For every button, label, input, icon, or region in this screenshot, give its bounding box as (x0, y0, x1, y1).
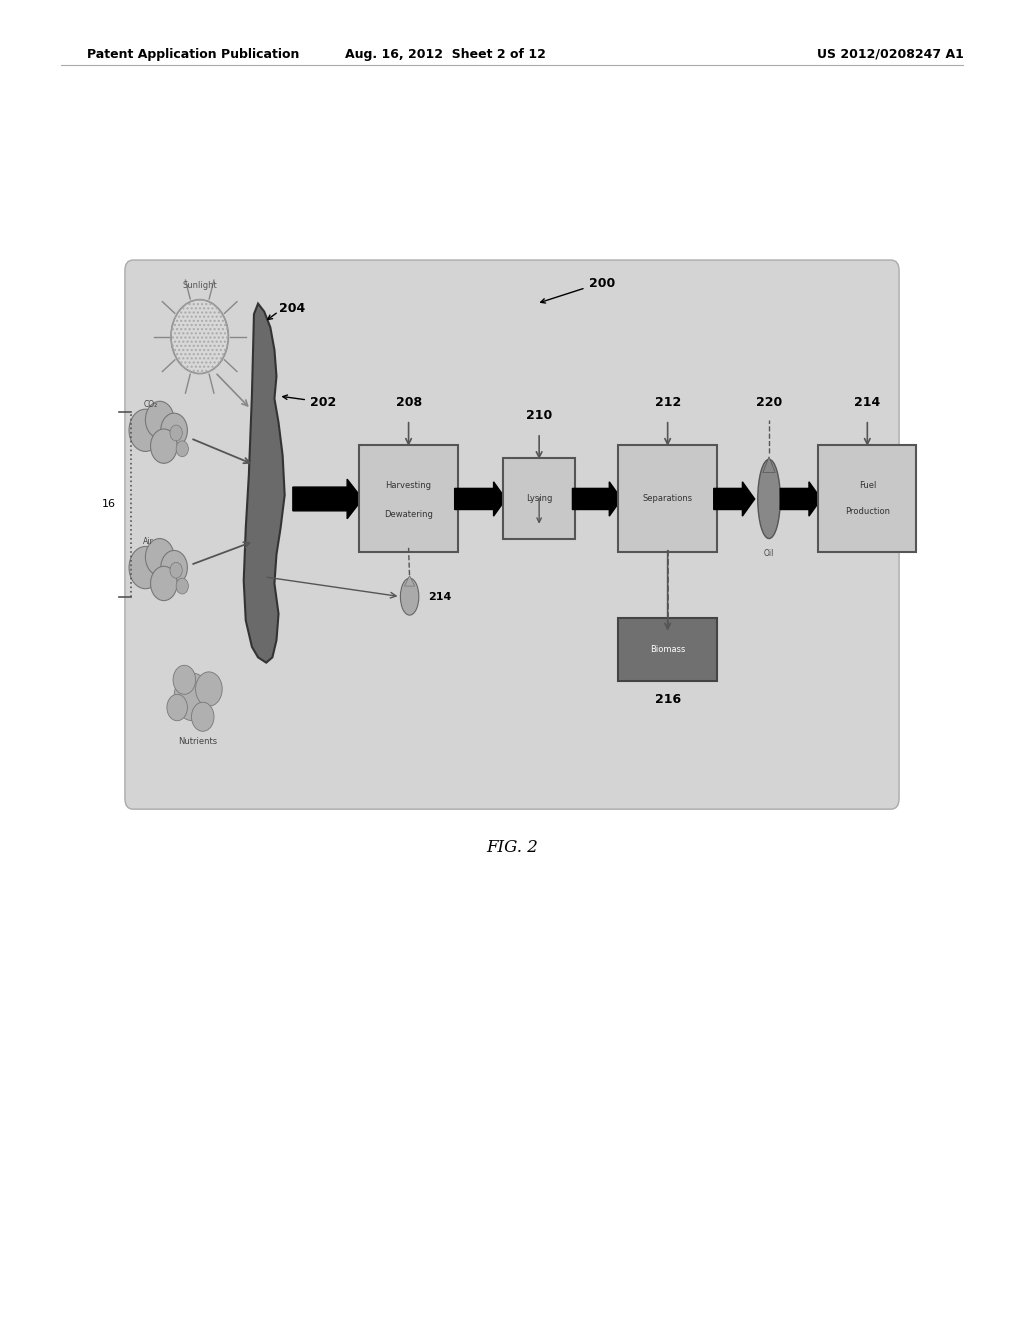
Circle shape (196, 672, 222, 706)
Circle shape (145, 401, 174, 438)
Text: 202: 202 (310, 396, 337, 409)
Circle shape (191, 702, 214, 731)
Text: FIG. 2: FIG. 2 (486, 840, 538, 855)
Text: 208: 208 (395, 396, 422, 409)
Text: 216: 216 (654, 693, 681, 706)
FancyBboxPatch shape (818, 445, 916, 552)
FancyArrow shape (780, 482, 821, 516)
FancyBboxPatch shape (618, 445, 717, 552)
Circle shape (176, 441, 188, 457)
Text: Aug. 16, 2012  Sheet 2 of 12: Aug. 16, 2012 Sheet 2 of 12 (345, 48, 546, 61)
Text: Production: Production (845, 507, 890, 516)
Text: 204: 204 (279, 302, 305, 315)
Polygon shape (763, 457, 775, 473)
FancyBboxPatch shape (618, 618, 717, 681)
Text: Air: Air (143, 537, 154, 546)
Circle shape (161, 413, 187, 447)
Circle shape (161, 550, 187, 585)
FancyArrow shape (293, 479, 362, 519)
Circle shape (171, 300, 228, 374)
Ellipse shape (758, 459, 780, 539)
Text: 212: 212 (654, 396, 681, 409)
FancyArrow shape (714, 482, 755, 516)
Text: Patent Application Publication: Patent Application Publication (87, 48, 299, 61)
Circle shape (174, 673, 211, 721)
Text: US 2012/0208247 A1: US 2012/0208247 A1 (817, 48, 965, 61)
Circle shape (129, 546, 162, 589)
FancyArrow shape (455, 482, 506, 516)
Text: Harvesting: Harvesting (386, 480, 431, 490)
Polygon shape (244, 304, 285, 663)
Text: Nutrients: Nutrients (178, 737, 217, 746)
Text: Biomass: Biomass (650, 645, 685, 653)
Text: Dewatering: Dewatering (384, 510, 433, 519)
Circle shape (176, 578, 188, 594)
Text: 200: 200 (589, 277, 615, 290)
Circle shape (170, 562, 182, 578)
FancyBboxPatch shape (359, 445, 458, 552)
Circle shape (173, 665, 196, 694)
Polygon shape (404, 576, 415, 586)
Text: Fuel: Fuel (859, 480, 876, 490)
Text: CO₂: CO₂ (143, 400, 158, 409)
FancyArrow shape (572, 482, 622, 516)
Circle shape (167, 694, 187, 721)
Circle shape (151, 429, 177, 463)
Ellipse shape (400, 578, 419, 615)
Text: Sunlight: Sunlight (182, 281, 217, 290)
Text: 214: 214 (428, 591, 452, 602)
FancyBboxPatch shape (503, 458, 575, 539)
Circle shape (151, 566, 177, 601)
Text: Separations: Separations (643, 494, 692, 503)
Text: 220: 220 (756, 396, 782, 409)
Text: 210: 210 (526, 409, 552, 422)
Text: 16: 16 (101, 499, 116, 510)
Circle shape (170, 425, 182, 441)
FancyBboxPatch shape (125, 260, 899, 809)
Text: 214: 214 (854, 396, 881, 409)
Circle shape (129, 409, 162, 451)
Circle shape (145, 539, 174, 576)
Text: Oil: Oil (764, 549, 774, 558)
Text: Lysing: Lysing (526, 494, 552, 503)
